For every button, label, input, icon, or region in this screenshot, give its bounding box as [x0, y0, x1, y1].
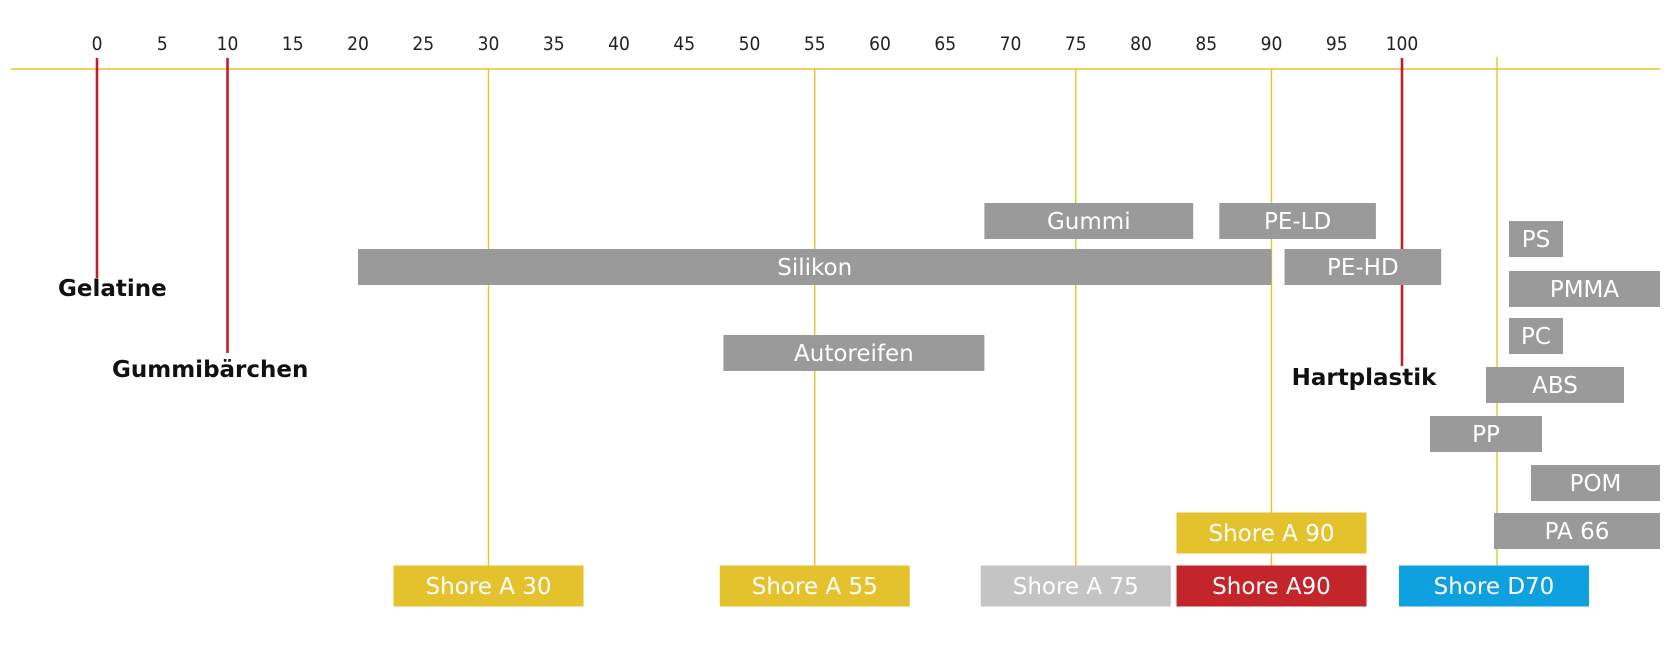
- shore-d-label-pp: PP: [1472, 422, 1500, 448]
- shore-d-bar-pa-66: [1494, 513, 1660, 549]
- tick-label-0: 0: [92, 33, 103, 55]
- tick-label-25: 25: [412, 33, 434, 55]
- shore-d-bar-ps: [1509, 221, 1563, 257]
- tick-label-5: 5: [157, 33, 168, 55]
- shore-box-shore-a90-4: [1176, 565, 1367, 607]
- shore-box-shore-a-55-1: [719, 565, 910, 607]
- tick-label-85: 85: [1195, 33, 1217, 55]
- shore-label-shore-a-90-3: Shore A 90: [1209, 521, 1335, 547]
- tick-label-55: 55: [804, 33, 826, 55]
- tick-label-60: 60: [869, 33, 891, 55]
- range-bar-autoreifen: [723, 335, 985, 371]
- shore-d-label-pmma: PMMA: [1550, 277, 1620, 303]
- shore-d-bar-pmma: [1509, 271, 1660, 307]
- shore-d-label-ps: PS: [1522, 227, 1550, 253]
- marker-label-hartplastik: Hartplastik: [1292, 365, 1438, 391]
- shore-label-shore-a-55-1: Shore A 55: [752, 574, 878, 600]
- tick-label-35: 35: [543, 33, 565, 55]
- shore-d-label-pc: PC: [1521, 324, 1551, 350]
- shore-label-shore-a-75-2: Shore A 75: [1013, 574, 1139, 600]
- shore-box-shore-a-30-0: [393, 565, 584, 607]
- shore-box-shore-a-90-3: [1176, 512, 1367, 554]
- marker-label-gummib-rchen: Gummibärchen: [112, 357, 308, 383]
- shore-box-shore-a-75-2: [980, 565, 1171, 607]
- tick-label-50: 50: [739, 33, 761, 55]
- shore-d-bar-pc: [1509, 318, 1563, 354]
- tick-label-65: 65: [934, 33, 956, 55]
- shore-label-shore-a-30-0: Shore A 30: [426, 574, 552, 600]
- tick-label-30: 30: [478, 33, 500, 55]
- range-label-autoreifen: Autoreifen: [794, 341, 914, 367]
- scale-tick-labels: 0 5 10 15 20 25 30 35 40 45 50 55 60 65 70 75 80 85 90 95 10…: [92, 33, 1419, 55]
- reference-markers: Gelatine Gummibärchen Hartplastik: [58, 58, 1437, 391]
- tick-label-80: 80: [1130, 33, 1152, 55]
- shore-box-shore-d70: [1399, 565, 1589, 607]
- range-bar-silikon: [358, 249, 1272, 285]
- shore-scale-boxes: Shore A 30 Shore A 55 Shore A 75 Shore A 90…: [393, 512, 1589, 607]
- marker-label-gelatine: Gelatine: [58, 276, 167, 302]
- tick-label-90: 90: [1261, 33, 1283, 55]
- material-range-bars: Gummi PE-LD Silikon PE-HD Autoreifen: [358, 203, 1442, 371]
- tick-label-70: 70: [1000, 33, 1022, 55]
- shore-d-label-abs: ABS: [1532, 373, 1578, 399]
- shore-d-bar-pp: [1430, 416, 1542, 452]
- tick-label-45: 45: [673, 33, 695, 55]
- range-label-gummi: Gummi: [1047, 209, 1131, 235]
- shore-d-bar-abs: [1486, 367, 1624, 403]
- shore-d-label-pa-66: PA 66: [1545, 519, 1610, 545]
- range-bar-gummi: [984, 203, 1194, 239]
- shore-label-shore-d70: Shore D70: [1434, 574, 1555, 600]
- shore-d-label-pom: POM: [1570, 471, 1622, 497]
- tick-label-15: 15: [282, 33, 304, 55]
- tick-label-40: 40: [608, 33, 630, 55]
- tick-label-95: 95: [1326, 33, 1348, 55]
- shore-label-shore-a90-4: Shore A90: [1212, 574, 1331, 600]
- tick-label-75: 75: [1065, 33, 1087, 55]
- tick-label-10: 10: [217, 33, 239, 55]
- range-label-pe-hd: PE-HD: [1327, 255, 1399, 281]
- tick-label-100: 100: [1386, 33, 1419, 55]
- range-label-pe-ld: PE-LD: [1264, 209, 1331, 235]
- range-label-silikon: Silikon: [777, 255, 852, 281]
- range-bar-pe-ld: [1219, 203, 1376, 239]
- shore-d-bar-pom: [1531, 465, 1660, 501]
- tick-label-20: 20: [347, 33, 369, 55]
- guide-lines: [487, 57, 1498, 566]
- range-bar-pe-hd: [1284, 249, 1442, 285]
